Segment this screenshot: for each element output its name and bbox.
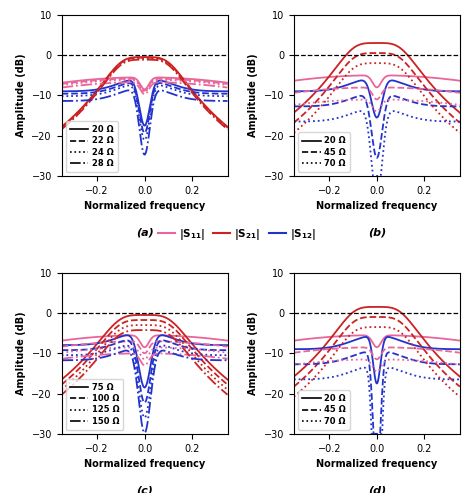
Text: (b): (b) (368, 228, 386, 238)
Legend: $|S_{11}|$, $|S_{21}|$, $|S_{12}|$: $|S_{11}|$, $|S_{21}|$, $|S_{12}|$ (154, 223, 320, 246)
Y-axis label: Amplitude (dB): Amplitude (dB) (16, 312, 26, 395)
X-axis label: Normalized frequency: Normalized frequency (316, 459, 438, 469)
Legend: 75 Ω, 100 Ω, 125 Ω, 150 Ω: 75 Ω, 100 Ω, 125 Ω, 150 Ω (66, 379, 123, 430)
Text: (d): (d) (368, 486, 386, 493)
Y-axis label: Amplitude (dB): Amplitude (dB) (248, 312, 258, 395)
Text: (c): (c) (136, 486, 153, 493)
Y-axis label: Amplitude (dB): Amplitude (dB) (16, 54, 26, 137)
X-axis label: Normalized frequency: Normalized frequency (84, 201, 205, 211)
Text: (a): (a) (136, 228, 154, 238)
X-axis label: Normalized frequency: Normalized frequency (84, 459, 205, 469)
Legend: 20 Ω, 45 Ω, 70 Ω: 20 Ω, 45 Ω, 70 Ω (298, 390, 350, 430)
Legend: 20 Ω, 45 Ω, 70 Ω: 20 Ω, 45 Ω, 70 Ω (298, 132, 350, 172)
X-axis label: Normalized frequency: Normalized frequency (316, 201, 438, 211)
Legend: 20 Ω, 22 Ω, 24 Ω, 28 Ω: 20 Ω, 22 Ω, 24 Ω, 28 Ω (66, 121, 118, 172)
Y-axis label: Amplitude (dB): Amplitude (dB) (248, 54, 258, 137)
